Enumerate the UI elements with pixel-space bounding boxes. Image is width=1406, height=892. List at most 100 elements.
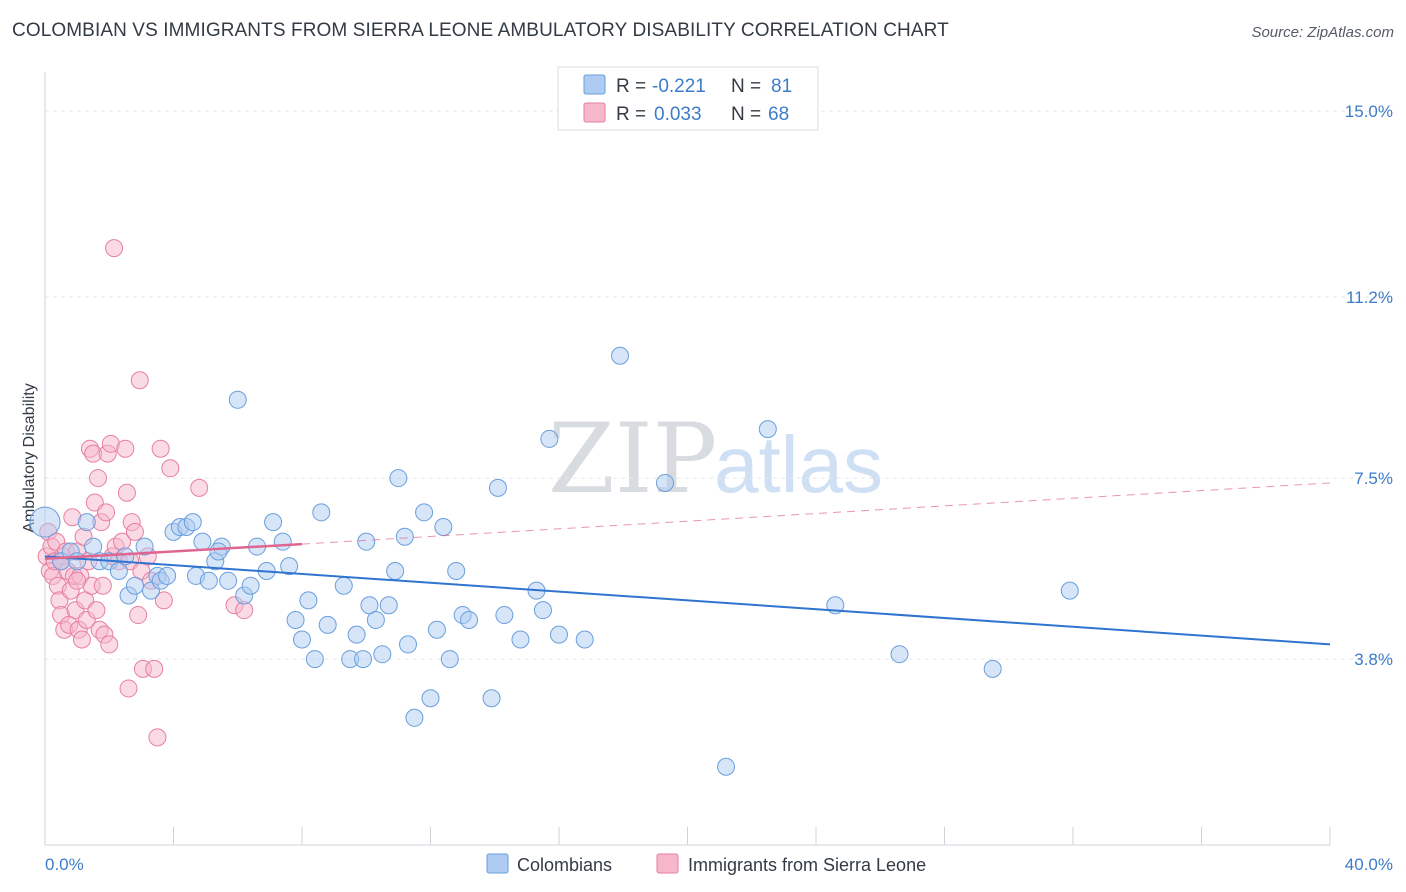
correlation-legend: R = -0.221 N = 81 R = 0.033 N = 68 [557,66,819,131]
colombian-point-26 [219,571,238,590]
legend-r-value-0: -0.221 [652,76,706,97]
colombian-point-48 [379,596,398,615]
sierra-leone-point-51 [125,522,144,541]
colombian-point-38 [305,650,324,669]
x-tick-label-min: 0.0% [45,855,84,874]
colombian-point-65 [511,630,530,649]
colombian-point-63 [488,478,507,497]
colombian-point-54 [415,503,434,522]
colombian-point-59 [447,562,466,581]
bottom-legend-swatch-sierra-leone [656,853,679,874]
colombian-point-36 [293,630,311,649]
sierra-leone-point-67 [68,571,87,590]
colombian-point-62 [482,689,501,708]
colombian-point-53 [405,708,424,727]
sierra-leone-point-60 [151,439,170,458]
colombian-point-3 [68,552,87,571]
colombian-point-41 [334,576,353,595]
colombian-point-43 [347,625,366,644]
sierra-leone-point-32 [89,469,108,488]
colombian-point-50 [389,469,408,488]
colombian-point-39 [312,503,331,522]
gridlines [45,110,1390,660]
colombian-point-46 [366,610,385,629]
colombian-point-27 [228,390,247,409]
trend-line-sierra-leone [44,542,303,561]
colombian-point-51 [395,527,414,546]
sierra-leone-point-22 [72,630,91,649]
watermark-zip: ZIP [548,403,717,515]
sierra-leone-point-53 [130,371,149,390]
bottom-legend-label-sierra-leone: Immigrants from Sierra Leone [688,855,926,875]
sierra-leone-point-63 [190,478,209,497]
colombian-point-35 [286,610,305,629]
y-tick-label-3: 15.0% [1345,102,1393,121]
x-ticks [44,827,1331,845]
colombian-point-12 [135,537,154,556]
colombian-point-61 [460,610,479,629]
series-immigrants-sierra-leone [37,239,254,747]
colombian-point-11 [125,576,144,595]
colombian-point-70 [575,630,594,649]
colombian-point-49 [386,562,405,581]
colombian-point-40 [318,615,337,634]
sierra-leone-point-39 [100,635,119,654]
sierra-leone-point-46 [116,439,135,458]
colombian-point-64 [495,606,514,625]
series-legend: Colombians Immigrants from Sierra Leone [486,853,926,875]
colombian-point-78 [1060,581,1079,600]
legend-swatch-sierra-leone [583,102,606,123]
y-tick-label-0: 3.8% [1354,650,1393,669]
colombian-point-22 [193,532,212,551]
chart-source: Source: ZipAtlas.com [1251,24,1394,41]
colombian-point-71 [611,346,630,365]
colombian-point-23 [199,571,218,590]
trend-lines [44,482,1331,646]
sierra-leone-point-62 [161,459,180,478]
y-tick-labels: 3.8% 7.5% 11.2% 15.0% [1345,102,1393,669]
sierra-leone-point-48 [119,679,138,698]
colombian-point-67 [533,601,552,620]
colombian-point-57 [434,517,453,536]
sierra-leone-point-31 [87,601,106,620]
legend-n-value-1: 68 [768,104,789,125]
y-tick-label-2: 11.2% [1346,288,1393,307]
colombian-point-4 [77,513,96,532]
colombian-point-44 [354,650,373,669]
colombian-point-52 [399,635,418,654]
colombian-point-76 [890,645,909,664]
colombian-point-69 [550,625,568,644]
colombian-point-55 [421,689,440,708]
sierra-leone-point-58 [145,659,164,678]
watermark-atlas: atlas [714,420,883,509]
trend-line-colombians [44,555,1331,646]
y-tick-label-1: 7.5% [1354,469,1393,488]
colombian-point-68 [540,429,559,448]
bottom-legend-label-colombians: Colombians [517,855,612,875]
colombian-point-56 [427,620,446,639]
colombian-point-29 [241,576,260,595]
colombian-point-32 [264,513,283,532]
colombian-point-33 [273,532,292,551]
legend-r-label-0: R = [616,76,646,97]
colombian-point-74 [758,420,777,439]
colombian-point-77 [983,659,1002,678]
sierra-leone-point-52 [129,606,148,625]
series-colombians [29,346,1079,776]
legend-r-label-1: R = [616,104,646,125]
colombian-point-79 [357,532,376,551]
x-tick-label-max: 40.0% [1345,855,1393,874]
colombian-point-47 [373,645,392,664]
y-axis-label: Ambulatory Disability [21,383,38,532]
trend-line-sierra-leone-extension [301,482,1331,545]
colombian-point-20 [183,513,202,532]
colombian-point-34 [280,557,299,576]
colombian-point-0 [29,506,61,538]
legend-n-label-1: N = [731,104,761,125]
watermark: ZIP atlas [548,403,883,515]
sierra-leone-point-61 [154,591,173,610]
bottom-legend-swatch-colombians [486,853,509,874]
sierra-leone-point-47 [117,483,136,502]
colombian-point-80 [209,542,228,561]
colombian-point-58 [440,650,459,669]
